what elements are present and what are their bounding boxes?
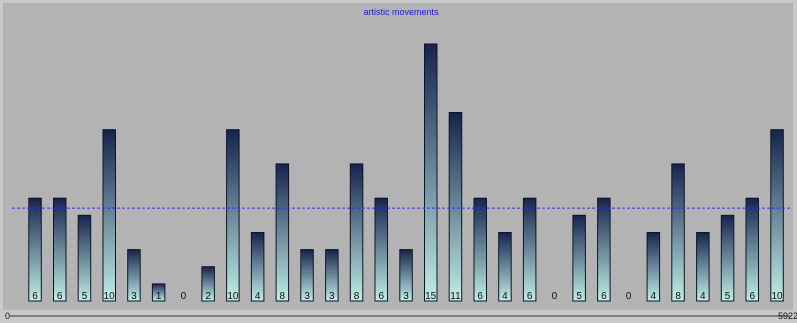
bar-5 [151, 283, 166, 302]
bar-value-label-21: 0 [552, 291, 558, 302]
bar-29 [745, 197, 759, 302]
bar-27 [696, 232, 710, 302]
bar-value-label-12: 3 [329, 291, 335, 302]
bar-1 [53, 197, 67, 302]
bar-value-label-2: 5 [82, 291, 88, 302]
bar-value-label-0: 6 [32, 291, 38, 302]
chart-title: artistic movements [363, 7, 439, 17]
bar-value-label-3: 10 [104, 291, 116, 302]
bars-layer: 6 6 5 10 3 1 0 2 10 4 8 3 3 8 6 3 15 11 6 4 6 0 5 6 0 4 8 4 5 6 10 [28, 43, 784, 302]
bar-9 [250, 232, 265, 302]
bar-value-label-14: 6 [379, 291, 385, 302]
bar-7 [201, 266, 215, 302]
bar-30 [770, 129, 784, 302]
bar-value-label-24: 0 [626, 291, 632, 302]
bar-value-label-1: 6 [57, 291, 63, 302]
bar-16 [424, 43, 438, 302]
bar-value-label-22: 5 [576, 291, 582, 302]
bar-value-label-11: 3 [304, 291, 310, 302]
bar-value-label-17: 11 [450, 291, 461, 302]
bar-8 [226, 129, 240, 302]
x-axis-max-label: 5922 [778, 311, 797, 321]
bar-12 [325, 249, 339, 302]
bar-26 [671, 163, 685, 302]
bar-23 [597, 197, 611, 302]
bar-value-label-19: 4 [502, 291, 508, 302]
bar-25 [646, 232, 661, 302]
bar-value-label-15: 3 [403, 291, 409, 302]
bar-11 [300, 249, 314, 302]
bar-value-label-8: 10 [227, 291, 239, 302]
bar-15 [399, 249, 413, 302]
bar-value-label-27: 4 [700, 291, 706, 302]
x-axis-min-label: 0 [5, 311, 10, 321]
bar-17 [448, 112, 463, 302]
bar-value-label-9: 4 [255, 291, 261, 302]
bar-0 [28, 197, 42, 302]
bar-value-label-10: 8 [280, 291, 286, 302]
bar-3 [102, 129, 116, 302]
bar-2 [77, 214, 92, 302]
bar-22 [572, 214, 586, 302]
bar-value-label-13: 8 [354, 291, 360, 302]
bar-value-label-28: 5 [725, 291, 731, 302]
bar-28 [720, 214, 735, 302]
bar-20 [522, 197, 537, 302]
bar-value-label-25: 4 [651, 291, 657, 302]
bar-value-label-29: 6 [750, 291, 756, 302]
bar-value-label-16: 15 [425, 291, 437, 302]
bar-19 [498, 232, 512, 302]
bar-value-label-26: 8 [675, 291, 681, 302]
bar-value-label-30: 10 [771, 291, 783, 302]
bar-14 [374, 197, 388, 302]
bar-value-label-23: 6 [601, 291, 607, 302]
bar-4 [127, 249, 141, 302]
bar-value-label-5: 1 [156, 291, 162, 302]
bar-value-label-20: 6 [527, 291, 533, 302]
bar-value-label-7: 2 [205, 291, 211, 302]
bar-13 [349, 163, 364, 302]
bar-value-label-4: 3 [131, 291, 137, 302]
bar-10 [275, 163, 290, 302]
bar-value-label-6: 0 [181, 291, 187, 302]
bar-value-label-18: 6 [477, 291, 483, 302]
bar-18 [473, 197, 487, 302]
